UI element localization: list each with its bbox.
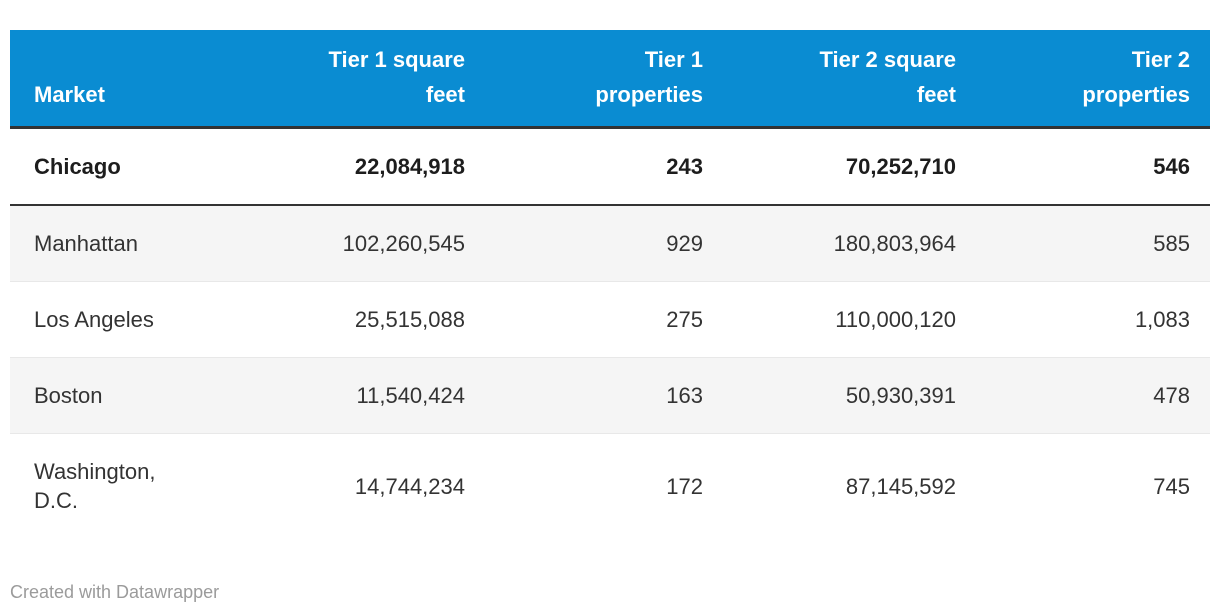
column-header-label: Market <box>34 82 105 107</box>
cell-market: Manhattan <box>34 231 138 256</box>
column-header-tier2-properties: Tier 2 properties <box>976 30 1210 129</box>
column-header-label: Tier 1 square feet <box>328 47 465 107</box>
cell-market: Chicago <box>34 154 121 179</box>
cell-tier2-properties: 745 <box>1153 473 1190 499</box>
cell-tier1-properties: 163 <box>666 383 703 408</box>
cell-tier1-square-feet: 25,515,088 <box>354 307 465 332</box>
cell-tier1-properties: 243 <box>666 154 703 179</box>
cell-market: Los Angeles <box>34 307 154 332</box>
table-row-washington-dc: Washington, D.C. 14,744,234 172 87,145,5… <box>10 434 1210 539</box>
table-header: Market Tier 1 square feet Tier 1 propert… <box>10 30 1210 129</box>
cell-tier2-square-feet: 180,803,964 <box>833 231 956 256</box>
cell-tier1-square-feet: 14,744,234 <box>354 473 465 499</box>
column-header-tier2-square-feet: Tier 2 square feet <box>723 30 976 129</box>
table-row-manhattan: Manhattan 102,260,545 929 180,803,964 58… <box>10 205 1210 282</box>
column-header-label: Tier 2 square feet <box>819 47 956 107</box>
table-row-chicago: Chicago 22,084,918 243 70,252,710 546 <box>10 128 1210 205</box>
cell-tier1-properties: 172 <box>666 473 703 499</box>
column-header-tier1-properties: Tier 1 properties <box>485 30 723 129</box>
cell-market: Washington, D.C. <box>34 459 156 513</box>
column-header-market: Market <box>10 30 215 129</box>
cell-tier1-square-feet: 22,084,918 <box>354 154 465 179</box>
datawrapper-attribution-link[interactable]: Created with Datawrapper <box>10 582 220 602</box>
cell-market: Boston <box>34 383 103 408</box>
column-header-label: Tier 2 properties <box>1082 47 1190 107</box>
data-table-container: Market Tier 1 square feet Tier 1 propert… <box>10 30 1210 538</box>
cell-tier2-properties: 585 <box>1153 231 1190 256</box>
table-row-boston: Boston 11,540,424 163 50,930,391 478 <box>10 357 1210 434</box>
cell-tier2-square-feet: 110,000,120 <box>835 307 956 332</box>
cell-tier2-properties: 478 <box>1153 383 1190 408</box>
cell-tier2-square-feet: 87,145,592 <box>845 473 956 499</box>
cell-tier2-properties: 1,083 <box>1134 307 1190 332</box>
cell-tier1-properties: 929 <box>666 231 703 256</box>
cell-tier1-square-feet: 11,540,424 <box>356 383 465 408</box>
cell-tier2-properties: 546 <box>1153 154 1190 179</box>
cell-tier1-square-feet: 102,260,545 <box>342 231 465 256</box>
markets-table: Market Tier 1 square feet Tier 1 propert… <box>10 30 1210 538</box>
cell-tier2-square-feet: 50,930,391 <box>845 383 956 408</box>
table-row-los-angeles: Los Angeles 25,515,088 275 110,000,120 1… <box>10 282 1210 358</box>
column-header-tier1-square-feet: Tier 1 square feet <box>215 30 485 129</box>
header-row: Market Tier 1 square feet Tier 1 propert… <box>10 30 1210 129</box>
cell-tier1-properties: 275 <box>666 307 703 332</box>
column-header-label: Tier 1 properties <box>595 47 703 107</box>
cell-tier2-square-feet: 70,252,710 <box>845 154 956 179</box>
table-body: Chicago 22,084,918 243 70,252,710 546 Ma… <box>10 128 1210 539</box>
